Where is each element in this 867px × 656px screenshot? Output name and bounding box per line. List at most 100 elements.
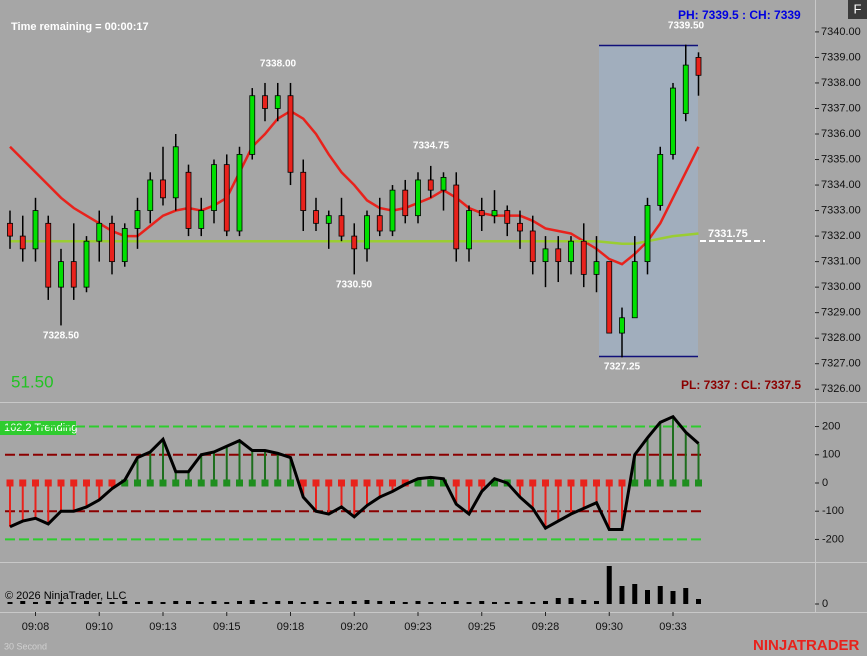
volume-bar <box>45 601 51 604</box>
oscillator-marker <box>287 479 294 487</box>
candle-body <box>631 261 638 319</box>
volume-bar <box>58 602 64 604</box>
x-tick-label: 09:10 <box>85 621 113 633</box>
volume-bar <box>351 601 357 604</box>
oscillator-marker <box>580 479 588 487</box>
volume-bar <box>530 602 536 604</box>
oscillator-marker <box>338 479 345 487</box>
toolbar-button-label[interactable]: F <box>854 1 862 16</box>
volume-bar <box>84 601 89 604</box>
oscillator-marker <box>427 479 435 487</box>
candle-body <box>274 95 281 109</box>
side-value: 51.50 <box>11 372 54 391</box>
toolbar-button[interactable] <box>848 0 867 19</box>
price-annotation: 7339.50 <box>668 21 705 32</box>
candle-body <box>109 222 115 263</box>
volume-bar <box>135 602 140 604</box>
candle-body <box>466 210 472 250</box>
oscillator-marker <box>554 479 562 487</box>
volume-bar <box>543 601 548 604</box>
x-tick-label: 09:30 <box>595 621 623 633</box>
oscillator-marker <box>57 479 65 487</box>
oscillator-marker <box>134 479 141 487</box>
volume-bar <box>364 600 370 604</box>
y-tick-label: 7335.00 <box>821 153 861 165</box>
price-annotation: 7327.25 <box>604 362 641 373</box>
candle-body <box>338 215 345 237</box>
y-tick-label: 7340.00 <box>821 26 861 38</box>
candle-body <box>96 222 103 242</box>
candle-body <box>670 87 676 155</box>
oscillator-marker <box>261 479 269 487</box>
y-tick-label: 0 <box>822 598 828 610</box>
candle-body <box>517 222 523 232</box>
volume-bar <box>568 598 574 604</box>
candle-body <box>555 248 562 263</box>
candle-body <box>364 215 370 250</box>
y-tick-label: 7339.00 <box>821 51 861 63</box>
volume-bar <box>645 590 650 604</box>
candle-body <box>19 235 26 250</box>
candle-body <box>83 240 90 288</box>
oscillator-marker <box>542 479 549 487</box>
candle-body <box>313 210 319 224</box>
oscillator-marker <box>695 479 702 487</box>
y-tick-label: 0 <box>822 477 828 489</box>
volume-bar <box>20 601 26 604</box>
time-remaining: Time remaining = 00:00:17 <box>11 21 149 33</box>
oscillator-marker <box>19 479 27 487</box>
oscillator-marker <box>172 479 180 487</box>
price-annotation: 7330.50 <box>336 280 373 291</box>
volume-bar <box>275 601 281 604</box>
candle-body <box>147 179 154 211</box>
oscillator-marker <box>108 479 116 487</box>
oscillator-marker <box>363 479 371 487</box>
candle-body <box>198 210 205 229</box>
oscillator-marker <box>618 479 626 487</box>
volume-bar <box>160 602 166 604</box>
candle-body <box>351 235 358 250</box>
candle-body <box>682 64 689 114</box>
volume-bar <box>326 602 332 604</box>
candle-body <box>529 230 536 263</box>
oscillator-marker <box>121 479 129 487</box>
last-price-label: 7331.75 <box>708 228 748 240</box>
oscillator-marker <box>491 479 498 487</box>
y-tick-label: 7326.00 <box>821 383 861 395</box>
volume-bar <box>594 601 599 604</box>
copyright: © 2026 NinjaTrader, LLC <box>5 590 126 602</box>
volume-bar <box>173 601 179 604</box>
candle-body <box>7 222 13 237</box>
oscillator-marker <box>299 479 307 487</box>
y-tick-label: -100 <box>822 505 844 517</box>
oscillator-marker <box>567 479 575 487</box>
price-annotation: 7328.50 <box>43 331 80 342</box>
y-tick-label: 7334.00 <box>821 179 861 191</box>
candle-body <box>440 176 447 191</box>
volume-bar <box>109 602 115 604</box>
volume-bar <box>288 601 293 604</box>
volume-bar <box>96 602 102 604</box>
session-range <box>599 45 698 357</box>
candle-body <box>389 189 396 232</box>
volume-bar <box>390 601 395 604</box>
candle-body <box>415 179 421 217</box>
oscillator-marker <box>95 479 103 487</box>
trend-label: 162.2 Trending <box>4 422 77 434</box>
oscillator-marker <box>644 479 651 487</box>
candle-body <box>619 317 625 334</box>
oscillator-marker <box>452 479 460 487</box>
oscillator-marker <box>83 479 90 487</box>
candle-body <box>211 164 217 211</box>
volume-bar <box>657 586 663 604</box>
y-tick-label: 7328.00 <box>821 332 861 344</box>
volume-bar <box>402 602 408 604</box>
oscillator-marker <box>312 479 320 487</box>
oscillator-marker <box>593 479 600 487</box>
candle-body <box>427 179 434 191</box>
y-tick-label: 7327.00 <box>821 358 861 370</box>
oscillator-marker <box>350 479 358 487</box>
volume-bar <box>33 602 38 604</box>
